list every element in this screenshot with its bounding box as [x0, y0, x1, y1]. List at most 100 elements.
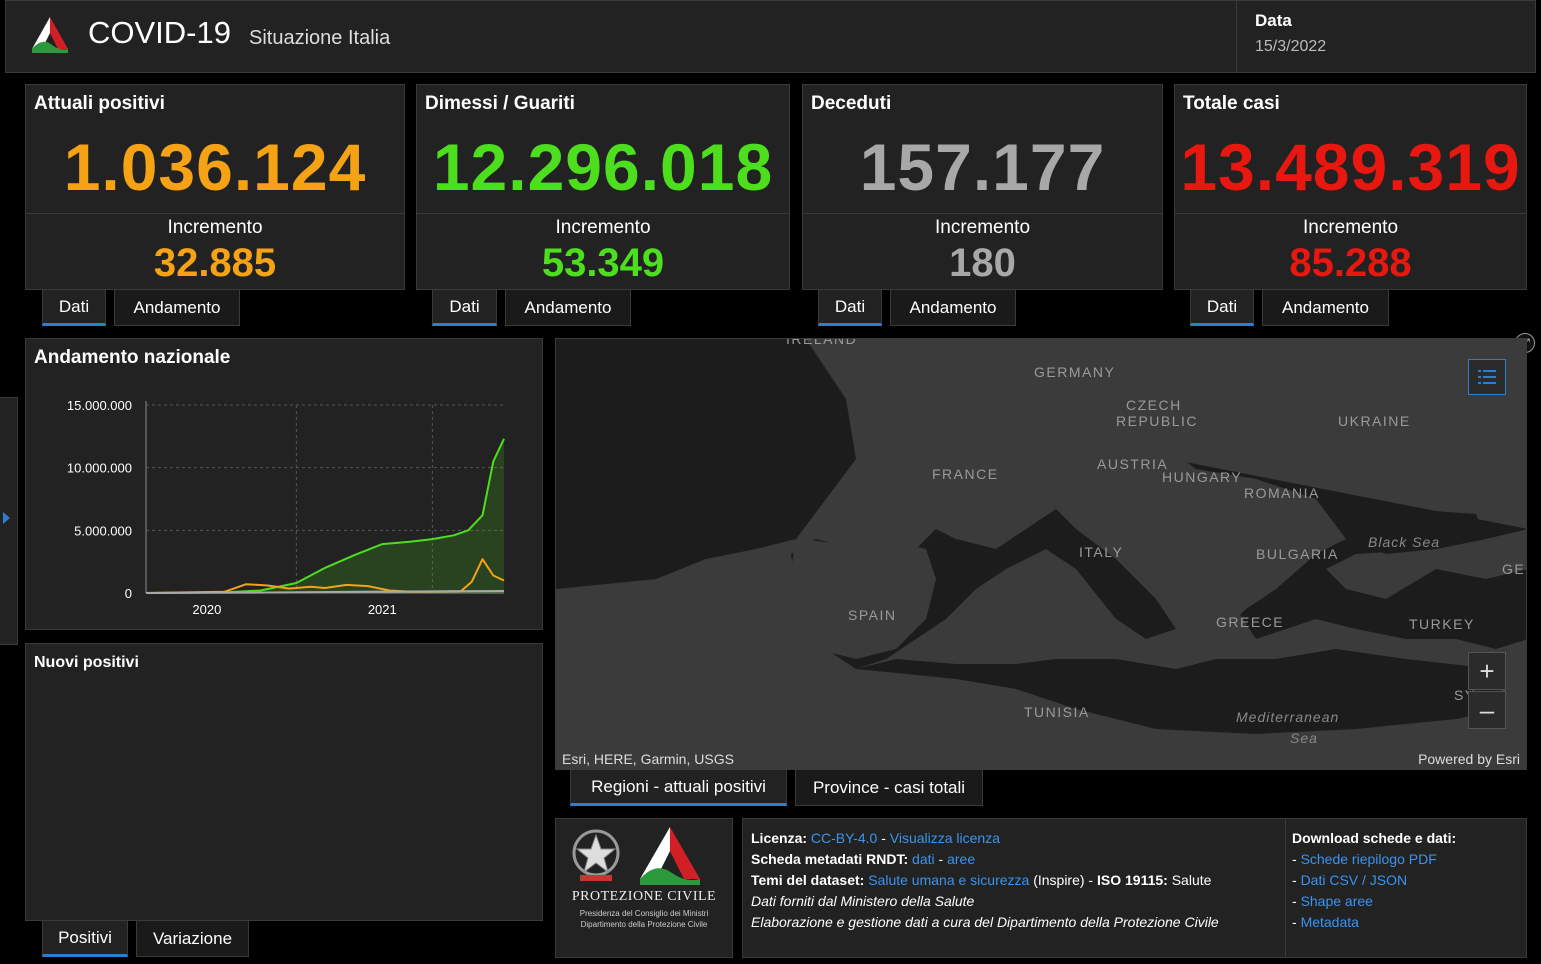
iso-label: ISO 19115: [1097, 872, 1168, 888]
trend-panel: Andamento nazionale 15.000.000 10.000.000… [25, 338, 543, 630]
downloads-title: Download schede e dati: [1292, 830, 1457, 846]
kpi-increment-label: Incremento [1302, 217, 1399, 238]
map-label: Mediterranean [1236, 709, 1340, 725]
downloads-panel: Download schede e dati: - Schede riepilo… [1285, 818, 1527, 958]
y-tick-label: 5.000.000 [74, 523, 132, 538]
license-info: Licenza: CC-BY-4.0 - Visualizza licenza … [742, 818, 1286, 958]
x-tick-label: 2021 [368, 602, 397, 617]
emblem-icon [572, 829, 620, 881]
license-label: Licenza: [751, 830, 808, 846]
themes-label: Temi del dataset: [751, 872, 865, 888]
map-attribution: Esri, HERE, Garmin, USGS [562, 751, 734, 767]
app-header: COVID-19 Situazione Italia Data 15/3/202… [5, 0, 1536, 73]
kpi-deceduti: Deceduti 157.177 Incremento 180 [802, 84, 1163, 290]
kpi-increment-value: 85.288 [1289, 241, 1412, 285]
legend-list-icon[interactable] [1468, 359, 1506, 395]
map-label: GERMANY [1034, 364, 1116, 380]
app-title: COVID-19 [88, 15, 231, 50]
download-pdf-link[interactable]: Schede riepilogo PDF [1300, 851, 1437, 867]
map-label: AUSTRIA [1097, 456, 1169, 472]
kpi-increment-label: Incremento [934, 217, 1031, 238]
kpi-title: Totale casi [1183, 93, 1280, 114]
series-area [146, 438, 504, 593]
tab-andamento[interactable]: Andamento [1262, 290, 1389, 326]
download-csv-link[interactable]: Dati CSV / JSON [1300, 872, 1408, 888]
tab-dati[interactable]: Dati [42, 290, 106, 326]
map-label: IRELAND [786, 338, 858, 347]
map-label: TUNISIA [1024, 704, 1090, 720]
kpi-totale-casi: Totale casi 13.489.319 Incremento 85.288 [1174, 84, 1527, 290]
map-label: BULGARIA [1256, 546, 1339, 562]
map-label: Sea [1290, 730, 1318, 746]
kpi-title: Dimessi / Guariti [425, 93, 575, 114]
tab-andamento[interactable]: Andamento [505, 290, 631, 326]
logo-sub: Presidenza del Consiglio dei Ministri [579, 909, 709, 918]
download-shape-link[interactable]: Shape aree [1300, 893, 1373, 909]
view-license-link[interactable]: Visualizza licenza [889, 830, 1001, 846]
map-basemap [556, 339, 1526, 769]
download-metadata-link[interactable]: Metadata [1300, 914, 1359, 930]
rndt-aree-link[interactable]: aree [947, 851, 976, 867]
date-value: 15/3/2022 [1255, 38, 1327, 55]
tab-dati[interactable]: Dati [818, 290, 882, 326]
y-tick-label: 0 [125, 586, 132, 601]
protezione-civile-panel: PROTEZIONE CIVILE Presidenza del Consigl… [555, 818, 733, 958]
tab-andamento[interactable]: Andamento [890, 290, 1016, 326]
separator: - [877, 830, 890, 846]
trend-chart: 15.000.000 10.000.000 5.000.000 0 2020 2021 [67, 398, 505, 617]
kpi-increment-label: Incremento [167, 217, 263, 238]
map-label: GEO [1502, 561, 1526, 577]
rndt-label: Scheda metadati RNDT: [751, 851, 909, 867]
tab-dati[interactable]: Dati [432, 290, 497, 326]
rndt-dati-link[interactable]: dati [912, 851, 935, 867]
tab-province[interactable]: Province - casi totali [795, 770, 983, 806]
iso-value: Salute [1167, 872, 1212, 888]
kpi-title: Deceduti [811, 93, 892, 114]
tab-dati[interactable]: Dati [1190, 290, 1254, 326]
map-label: CZECH [1126, 397, 1182, 413]
map-label: FRANCE [932, 466, 999, 482]
zoom-in-button[interactable]: + [1468, 652, 1506, 690]
tab-andamento[interactable]: Andamento [114, 290, 240, 326]
zoom-out-button[interactable]: – [1468, 691, 1506, 729]
kpi-increment-value: 53.349 [541, 241, 665, 285]
kpi-title: Attuali positivi [34, 93, 165, 114]
map-label: ITALY [1079, 544, 1124, 560]
map-label: REPUBLIC [1116, 413, 1199, 429]
y-tick-label: 15.000.000 [67, 398, 132, 413]
source-note: Dati forniti dal Ministero della Salute [751, 893, 975, 909]
y-tick-label: 10.000.000 [67, 461, 132, 476]
kpi-increment-label: Incremento [555, 217, 651, 238]
kpi-increment-value: 32.885 [153, 241, 277, 285]
protezione-civile-logo [32, 17, 68, 53]
map-label: TURKEY [1409, 616, 1475, 632]
new-positives-panel: Nuovi positivi [25, 643, 543, 921]
kpi-dimessi-guariti: Dimessi / Guariti 12.296.018 Incremento … [416, 84, 790, 290]
management-note: Elaborazione e gestione dati a cura del … [751, 914, 1219, 930]
tab-variazione[interactable]: Variazione [136, 921, 249, 957]
map-label: Black Sea [1368, 534, 1441, 550]
panel-title: Andamento nazionale [34, 347, 231, 368]
kpi-value: 12.296.018 [432, 130, 774, 204]
series-line [145, 438, 505, 594]
esri-credit[interactable]: Powered by Esri [1418, 751, 1520, 767]
protezione-civile-logo [640, 827, 700, 885]
license-link[interactable]: CC-BY-4.0 [810, 830, 878, 846]
sidebar-toggle[interactable] [0, 397, 18, 645]
panel-title: Nuovi positivi [34, 654, 139, 671]
tab-regioni[interactable]: Regioni - attuali positivi [570, 770, 787, 806]
separator: - [934, 851, 948, 867]
chevron-right-icon [3, 512, 10, 524]
series-line [145, 558, 505, 594]
kpi-value: 13.489.319 [1180, 130, 1521, 204]
kpi-increment-value: 180 [949, 241, 1016, 285]
app-subtitle: Situazione Italia [249, 27, 391, 49]
themes-link[interactable]: Salute umana e sicurezza [868, 872, 1030, 888]
logo-text: PROTEZIONE CIVILE [571, 889, 717, 904]
tab-positivi[interactable]: Positivi [42, 921, 128, 957]
kpi-attuali-positivi: Attuali positivi 1.036.124 Incremento 32… [25, 84, 405, 290]
map-label: ROMANIA [1244, 485, 1320, 501]
map-label: GREECE [1216, 614, 1285, 630]
map-view[interactable]: IRELAND GERMANY CZECH REPUBLIC UKRAINE FRANCE… [555, 338, 1527, 770]
map-label: HUNGARY [1162, 469, 1243, 485]
